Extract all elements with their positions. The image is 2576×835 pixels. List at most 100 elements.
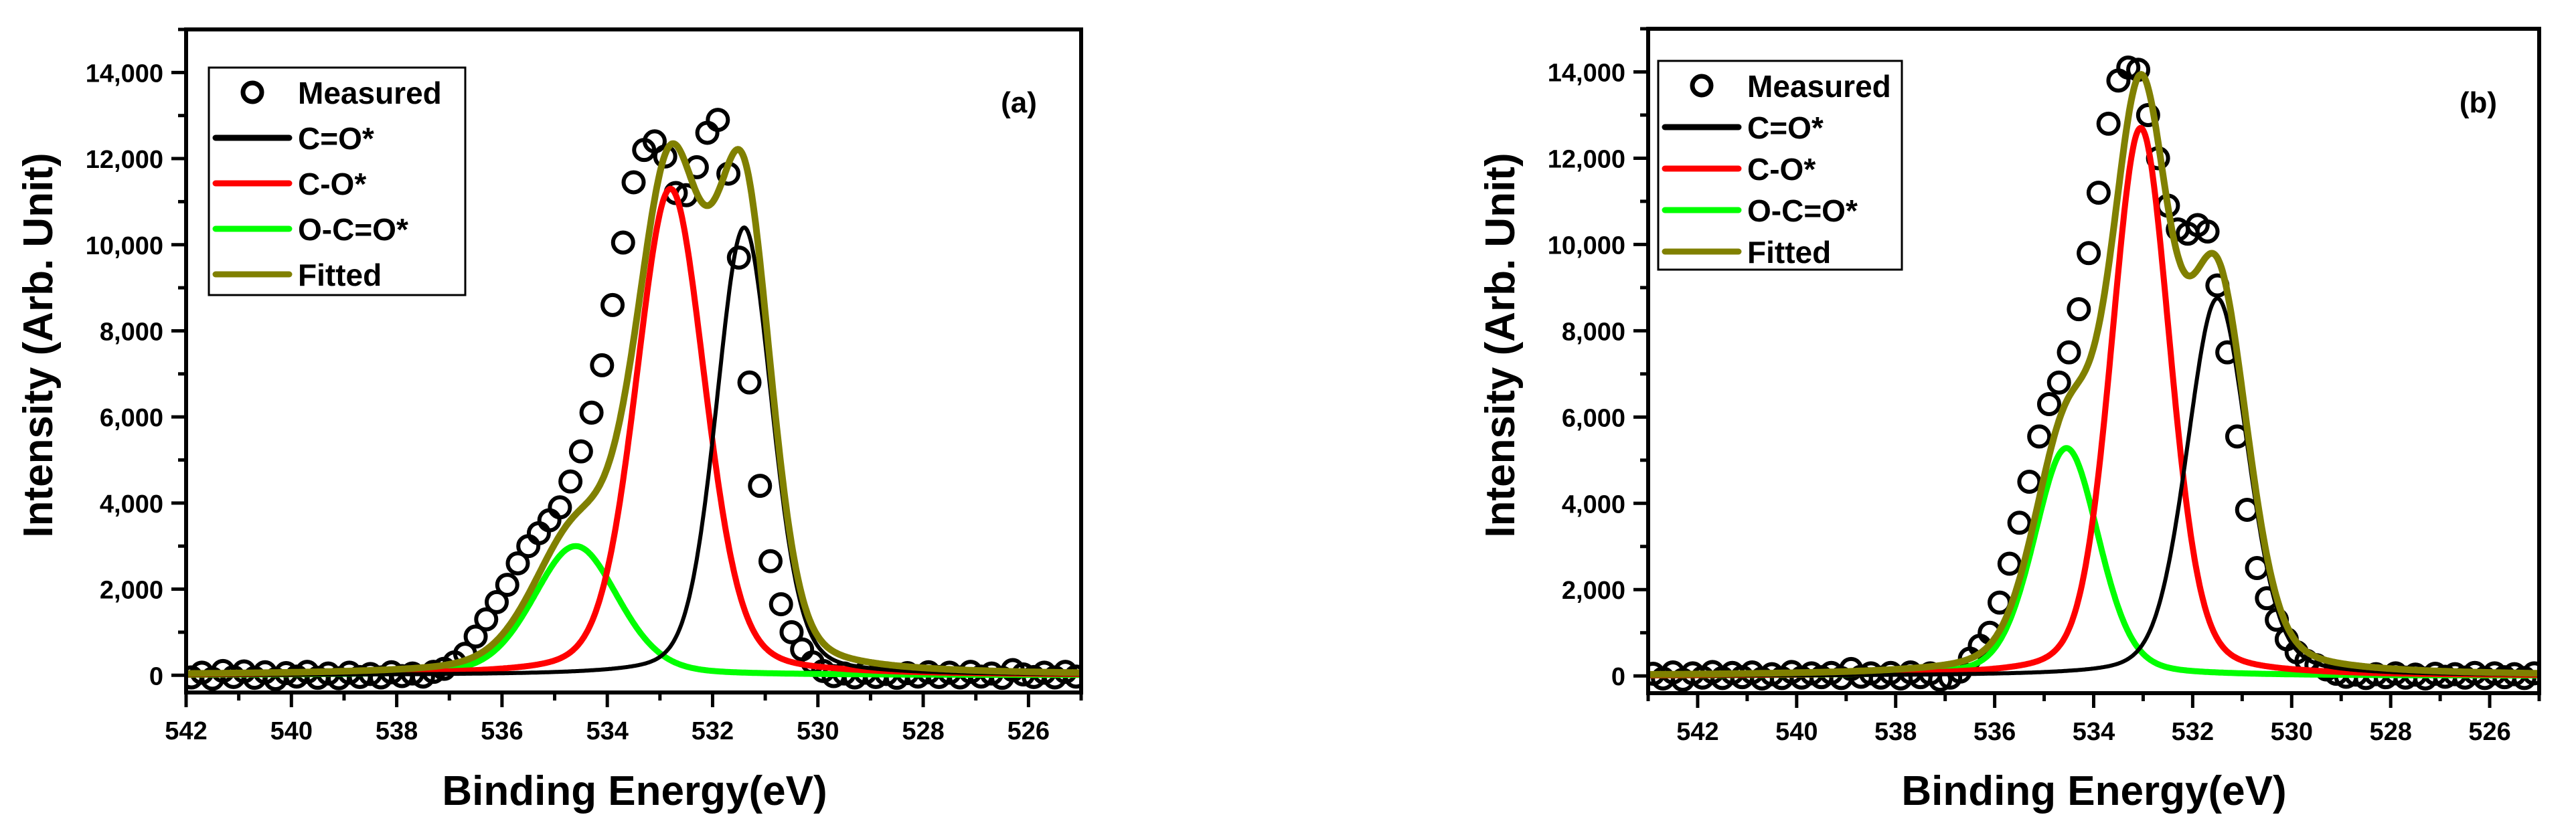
- x-axis-title-a: Binding Energy(eV): [442, 768, 827, 814]
- x-tick-label: 534: [2073, 718, 2115, 746]
- y-tick-label: 14,000: [1548, 59, 1625, 87]
- y-tick-label: 8,000: [100, 318, 163, 346]
- panel-label-b: (b): [2460, 86, 2497, 119]
- measured-point: [590, 353, 615, 377]
- x-tick-label: 530: [797, 717, 839, 745]
- x-tick-label: 542: [1676, 718, 1718, 746]
- measured-point: [2077, 241, 2101, 266]
- x-tick-label: 538: [376, 717, 418, 745]
- y-axis-title-a: Intensity (Arb. Unit): [15, 153, 62, 537]
- measured-point: [558, 469, 583, 494]
- measured-point: [2096, 111, 2121, 136]
- measured-point: [758, 549, 783, 573]
- legend-label: Fitted: [1747, 235, 1831, 270]
- measured-point: [2017, 470, 2042, 494]
- x-tick-label: 528: [2369, 718, 2411, 746]
- measured-point: [463, 624, 488, 649]
- legend-label: O-C=O*: [1747, 193, 1858, 228]
- chart-panel-b: 542 540 538 536 534 532 530 528 526 0 2,000 4,000 6,…: [1477, 27, 2541, 814]
- measured-point: [579, 400, 604, 425]
- legend-label: C=O*: [1747, 110, 1824, 145]
- measured-point: [611, 230, 635, 255]
- measured-point: [2195, 219, 2220, 244]
- measured-point: [621, 170, 646, 195]
- measured-point: [2086, 181, 2111, 205]
- legend-label: C-O*: [1747, 152, 1816, 187]
- y-tick-label: 2,000: [1562, 577, 1625, 605]
- x-tick-label: 532: [2172, 718, 2214, 746]
- measured-point: [548, 495, 572, 520]
- measured-point: [695, 120, 720, 145]
- measured-point: [2027, 424, 2052, 449]
- axes-a: 542 540 538 536 534 532 530 528 526 0 2,000 4,000 6,…: [86, 27, 1083, 745]
- x-tick-label: 526: [1008, 717, 1050, 745]
- measured-point: [790, 637, 815, 662]
- measured-point: [769, 592, 793, 617]
- component-curve-oco: [186, 543, 1081, 678]
- x-tick-label: 530: [2271, 718, 2313, 746]
- x-tick-label: 536: [481, 717, 523, 745]
- measured-point: [1997, 551, 2022, 576]
- x-tick-label: 532: [692, 717, 734, 745]
- x-tick-label: 528: [902, 717, 944, 745]
- fitted-curve: [186, 140, 1081, 677]
- y-tick-label: 6,000: [1562, 404, 1625, 432]
- y-tick-label: 0: [149, 662, 163, 690]
- axes-b: 542 540 538 536 534 532 530 528 526 0 2,000 4,000 6,…: [1548, 27, 2541, 746]
- measured-point: [600, 292, 625, 317]
- plot-area-b: [1648, 56, 2539, 692]
- measured-point: [779, 620, 804, 644]
- fitted-curve: [1648, 71, 2539, 678]
- x-tick-label: 540: [270, 717, 313, 745]
- x-tick-label: 538: [1874, 718, 1917, 746]
- measured-point: [726, 246, 751, 270]
- y-tick-label: 10,000: [86, 232, 163, 260]
- legend-label: C=O*: [298, 121, 374, 156]
- legend-label: Measured: [1747, 69, 1891, 104]
- x-tick-label: 536: [1974, 718, 2016, 746]
- measured-point: [485, 589, 509, 614]
- measured-point: [706, 108, 730, 132]
- panel-label-a: (a): [1001, 86, 1037, 119]
- measured-point: [495, 573, 519, 597]
- measured-point: [568, 439, 593, 464]
- legend-label: Measured: [298, 76, 442, 110]
- y-tick-label: 6,000: [100, 404, 163, 432]
- x-tick-label: 526: [2468, 718, 2510, 746]
- measured-point: [505, 551, 530, 575]
- measured-point: [537, 508, 562, 533]
- open-circle-marker-icon: [1690, 74, 1714, 98]
- x-tick-label: 542: [165, 717, 207, 745]
- y-tick-label: 2,000: [100, 577, 163, 605]
- measured-point: [2116, 56, 2141, 80]
- y-tick-label: 8,000: [1562, 318, 1625, 346]
- measured-point: [748, 474, 773, 498]
- y-tick-label: 4,000: [100, 490, 163, 519]
- y-tick-label: 12,000: [1548, 145, 1625, 173]
- component-curve-oco: [1648, 445, 2539, 679]
- y-tick-label: 0: [1611, 663, 1625, 691]
- open-circle-marker-icon: [240, 80, 264, 104]
- y-tick-label: 12,000: [86, 146, 163, 174]
- x-tick-label: 534: [586, 717, 628, 745]
- measured-point: [2036, 391, 2061, 416]
- measured-point: [2067, 297, 2091, 322]
- measured-point: [526, 521, 551, 545]
- plot-area-a: [186, 108, 1081, 692]
- x-axis-title-b: Binding Energy(eV): [1901, 768, 2286, 814]
- y-tick-label: 10,000: [1548, 231, 1625, 260]
- x-tick-label: 540: [1775, 718, 1818, 746]
- measured-point: [737, 370, 762, 395]
- axes-frame: [184, 27, 1083, 694]
- measured-point: [2136, 102, 2160, 127]
- measured-point: [2046, 370, 2071, 395]
- y-tick-label: 14,000: [86, 60, 163, 88]
- measured-point: [474, 607, 499, 632]
- legend-b: Measured C=O* C-O* O-C=O* Fitted: [1657, 60, 1903, 271]
- legend-label: C-O*: [298, 167, 366, 201]
- chart-panel-a: 542 540 538 536 534 532 530 528 526 0 2,000 4,000 6,…: [15, 27, 1083, 814]
- legend-label: Fitted: [298, 258, 382, 292]
- measured-point: [2007, 511, 2032, 535]
